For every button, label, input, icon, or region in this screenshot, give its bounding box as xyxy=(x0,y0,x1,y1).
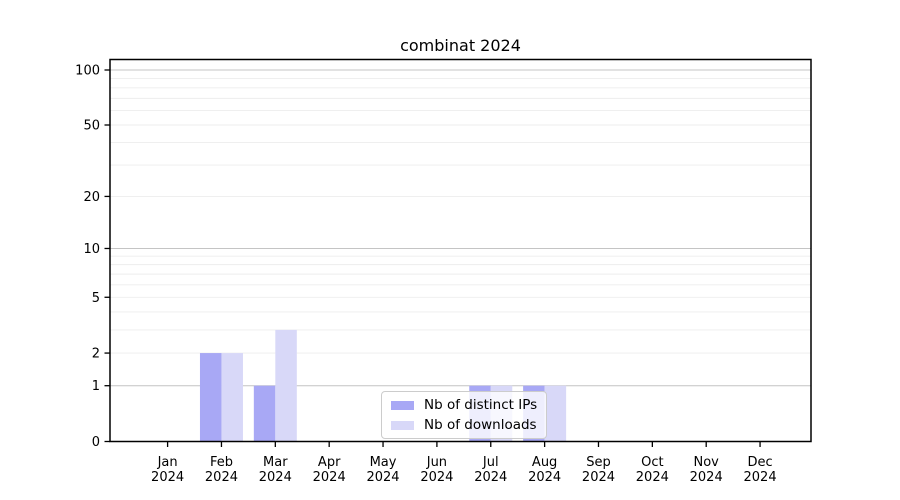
bar-nb-of-distinct-ips xyxy=(199,353,222,442)
x-tick-label-year: 2024 xyxy=(313,470,346,485)
y-tick-label: 5 xyxy=(92,291,100,306)
legend-label: Nb of downloads xyxy=(424,417,537,433)
x-tick-label-year: 2024 xyxy=(582,470,615,485)
x-tick-label-month: Mar xyxy=(263,455,288,470)
y-tick-label: 1 xyxy=(92,379,100,394)
x-tick-label-year: 2024 xyxy=(636,470,669,485)
x-tick-label-month: Oct xyxy=(641,455,663,470)
legend-row: Nb of downloads xyxy=(391,416,537,434)
x-tick-label-year: 2024 xyxy=(259,470,292,485)
x-tick-label-month: Aug xyxy=(532,455,557,470)
legend-swatch xyxy=(391,400,414,410)
legend-row: Nb of distinct IPs xyxy=(391,396,537,414)
bar-nb-of-distinct-ips xyxy=(253,385,276,442)
x-tick-label-year: 2024 xyxy=(366,470,399,485)
y-tick-label: 10 xyxy=(83,242,100,257)
x-tick-label-month: Jan xyxy=(157,455,178,470)
x-tick-label-month: Dec xyxy=(747,455,772,470)
legend-label: Nb of distinct IPs xyxy=(424,397,538,413)
x-tick-label-year: 2024 xyxy=(528,470,561,485)
legend-swatch xyxy=(391,420,414,430)
x-tick-label-month: Jul xyxy=(482,455,499,470)
x-tick-label-year: 2024 xyxy=(690,470,723,485)
legend: Nb of distinct IPs Nb of downloads xyxy=(381,391,548,439)
y-tick-label: 2 xyxy=(92,347,100,362)
chart-title: combinat 2024 xyxy=(400,36,521,55)
x-tick-label-year: 2024 xyxy=(151,470,184,485)
y-tick-label: 50 xyxy=(83,119,100,134)
bar-nb-of-downloads xyxy=(544,385,567,442)
bar-nb-of-downloads xyxy=(221,353,243,442)
x-tick-label-year: 2024 xyxy=(205,470,238,485)
x-tick-label-month: Nov xyxy=(694,455,720,470)
plot-border xyxy=(109,58,812,443)
x-tick-label-year: 2024 xyxy=(744,470,777,485)
y-tick-label: 20 xyxy=(83,190,100,205)
x-tick-label-month: Jun xyxy=(426,455,447,470)
y-tick-label: 0 xyxy=(92,435,100,450)
bar-nb-of-downloads xyxy=(275,329,297,442)
x-tick-label-month: Feb xyxy=(210,455,233,470)
x-tick-label-month: Sep xyxy=(586,455,611,470)
x-tick-label-year: 2024 xyxy=(420,470,453,485)
y-tick-label: 100 xyxy=(75,64,100,79)
x-tick-label-month: May xyxy=(370,455,397,470)
x-tick-label-year: 2024 xyxy=(474,470,507,485)
x-tick-label-month: Apr xyxy=(318,455,341,470)
